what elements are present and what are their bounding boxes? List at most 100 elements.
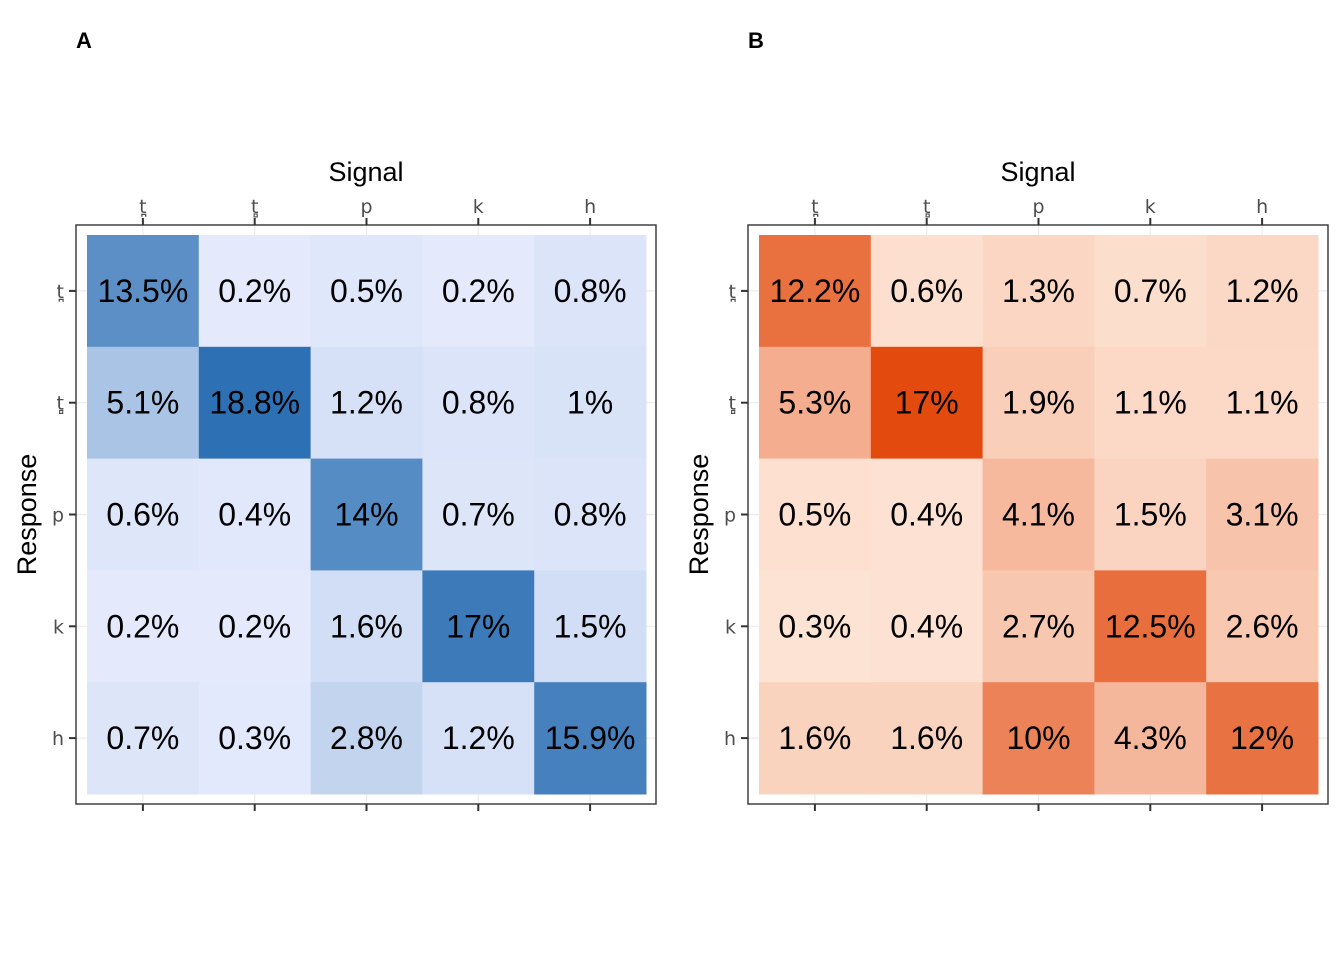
- heatmap-cell: [422, 458, 535, 571]
- cell-value-label: 12.2%: [770, 273, 861, 309]
- heatmap-cell: [1094, 235, 1207, 348]
- cell-value-label: 0.3%: [218, 720, 291, 756]
- cell-value-label: 10%: [1006, 720, 1070, 756]
- cell-value-label: 0.5%: [778, 497, 851, 533]
- cell-value-label: 1.2%: [330, 385, 403, 421]
- heatmap-cell: [422, 570, 535, 683]
- x-axis-title: Signal: [1000, 157, 1075, 187]
- heatmap-cell: [870, 458, 984, 571]
- heatmap-cell: [87, 570, 200, 683]
- heatmap-cell: [1094, 346, 1207, 460]
- cell-value-label: 0.6%: [106, 497, 179, 533]
- heatmap-cell: [982, 235, 1095, 348]
- x-tick-label: h: [1256, 196, 1268, 218]
- panel-b: B 12.2% 0.6% 1.3% 0.7% 1.2% 5.3% 17% 1.9% 1.1% 1.1…: [684, 28, 1329, 811]
- panel-tag: B: [748, 28, 764, 53]
- heatmap-cell: [422, 346, 535, 460]
- cell-value-label: 0.2%: [442, 273, 515, 309]
- cell-value-label: 1.6%: [778, 720, 851, 756]
- cell-value-label: 12%: [1230, 720, 1294, 756]
- heatmap-cell: [310, 570, 423, 683]
- y-tick-label: p: [724, 505, 736, 527]
- y-tick-label: t̪: [729, 281, 736, 303]
- heatmap-cell: [759, 570, 872, 683]
- cell-value-label: 0.2%: [106, 608, 179, 644]
- x-tick-label: k: [473, 196, 484, 218]
- cell-value-label: 1.5%: [1114, 497, 1187, 533]
- cell-value-label: 13.5%: [98, 273, 189, 309]
- cell-value-label: 0.8%: [554, 273, 627, 309]
- heatmap-cell: [870, 682, 984, 795]
- heatmap-cell: [982, 570, 1095, 683]
- heatmap-cell: [759, 682, 872, 795]
- heatmap-cell: [1094, 458, 1207, 571]
- cell-value-label: 1.1%: [1226, 385, 1299, 421]
- cell-value-label: 0.4%: [218, 497, 291, 533]
- cell-value-label: 2.6%: [1226, 608, 1299, 644]
- heatmap-cell: [870, 570, 984, 683]
- y-axis-title: Response: [684, 454, 714, 576]
- y-tick-label: h: [52, 728, 64, 750]
- heatmap-cell: [1206, 235, 1319, 348]
- heatmap-cell: [422, 682, 535, 795]
- heatmap-cell: [982, 458, 1095, 571]
- heatmap-cell: [310, 682, 423, 795]
- y-tick-label: k: [53, 616, 64, 638]
- heatmap-cell: [982, 682, 1095, 795]
- heatmap-cell: [870, 235, 984, 348]
- heatmap-cell: [982, 346, 1095, 460]
- heatmap-cell: [534, 570, 647, 683]
- cell-value-label: 5.1%: [106, 385, 179, 421]
- heatmap-cell: [759, 458, 872, 571]
- cell-value-label: 2.8%: [330, 720, 403, 756]
- cell-value-label: 0.3%: [778, 608, 851, 644]
- heatmap-cell: [87, 235, 200, 348]
- cell-value-label: 12.5%: [1105, 608, 1196, 644]
- cell-value-label: 1.1%: [1114, 385, 1187, 421]
- cell-value-label: 0.4%: [890, 608, 963, 644]
- heatmap-cell: [310, 458, 423, 571]
- cell-value-label: 1.2%: [1226, 273, 1299, 309]
- y-tick-label: t̻: [57, 393, 64, 416]
- heatmap-cell: [534, 235, 647, 348]
- heatmap-cell: [87, 346, 200, 460]
- cell-value-label: 18.8%: [209, 385, 300, 421]
- heatmap-cell: [1206, 682, 1319, 795]
- heatmap-cell: [422, 235, 535, 348]
- panel-tag: A: [76, 28, 92, 53]
- x-tick-label: t̻: [923, 196, 930, 219]
- y-tick-label: p: [52, 505, 64, 527]
- x-axis-title: Signal: [328, 157, 403, 187]
- cell-value-label: 1.2%: [442, 720, 515, 756]
- cell-value-label: 17%: [895, 385, 959, 421]
- cell-value-label: 1%: [567, 385, 613, 421]
- cell-value-label: 0.5%: [330, 273, 403, 309]
- cell-value-label: 0.4%: [890, 497, 963, 533]
- cell-value-label: 0.7%: [106, 720, 179, 756]
- heatmap-cell: [759, 346, 872, 460]
- heatmap-cell: [1206, 346, 1319, 460]
- heatmap-cell: [759, 235, 872, 348]
- heatmap-cell: [534, 346, 647, 460]
- cell-value-label: 0.8%: [554, 497, 627, 533]
- cell-value-label: 0.2%: [218, 608, 291, 644]
- cell-value-label: 0.2%: [218, 273, 291, 309]
- heatmap-cell: [198, 346, 312, 460]
- heatmap-cell: [534, 682, 647, 795]
- cell-value-label: 3.1%: [1226, 497, 1299, 533]
- x-tick-label: t̪: [139, 196, 146, 218]
- y-tick-label: t̻: [729, 393, 736, 416]
- heatmap-cell: [87, 458, 200, 571]
- y-tick-label: k: [725, 616, 736, 638]
- y-axis-title: Response: [12, 454, 42, 576]
- heatmap-cell: [870, 346, 984, 460]
- heatmap-cell: [1094, 682, 1207, 795]
- cell-value-label: 0.6%: [890, 273, 963, 309]
- cell-value-label: 4.3%: [1114, 720, 1187, 756]
- x-tick-label: t̪: [811, 196, 818, 218]
- cell-value-label: 0.7%: [442, 497, 515, 533]
- heatmap-cell: [198, 235, 312, 348]
- y-tick-label: t̪: [57, 281, 64, 303]
- cell-value-label: 17%: [446, 608, 510, 644]
